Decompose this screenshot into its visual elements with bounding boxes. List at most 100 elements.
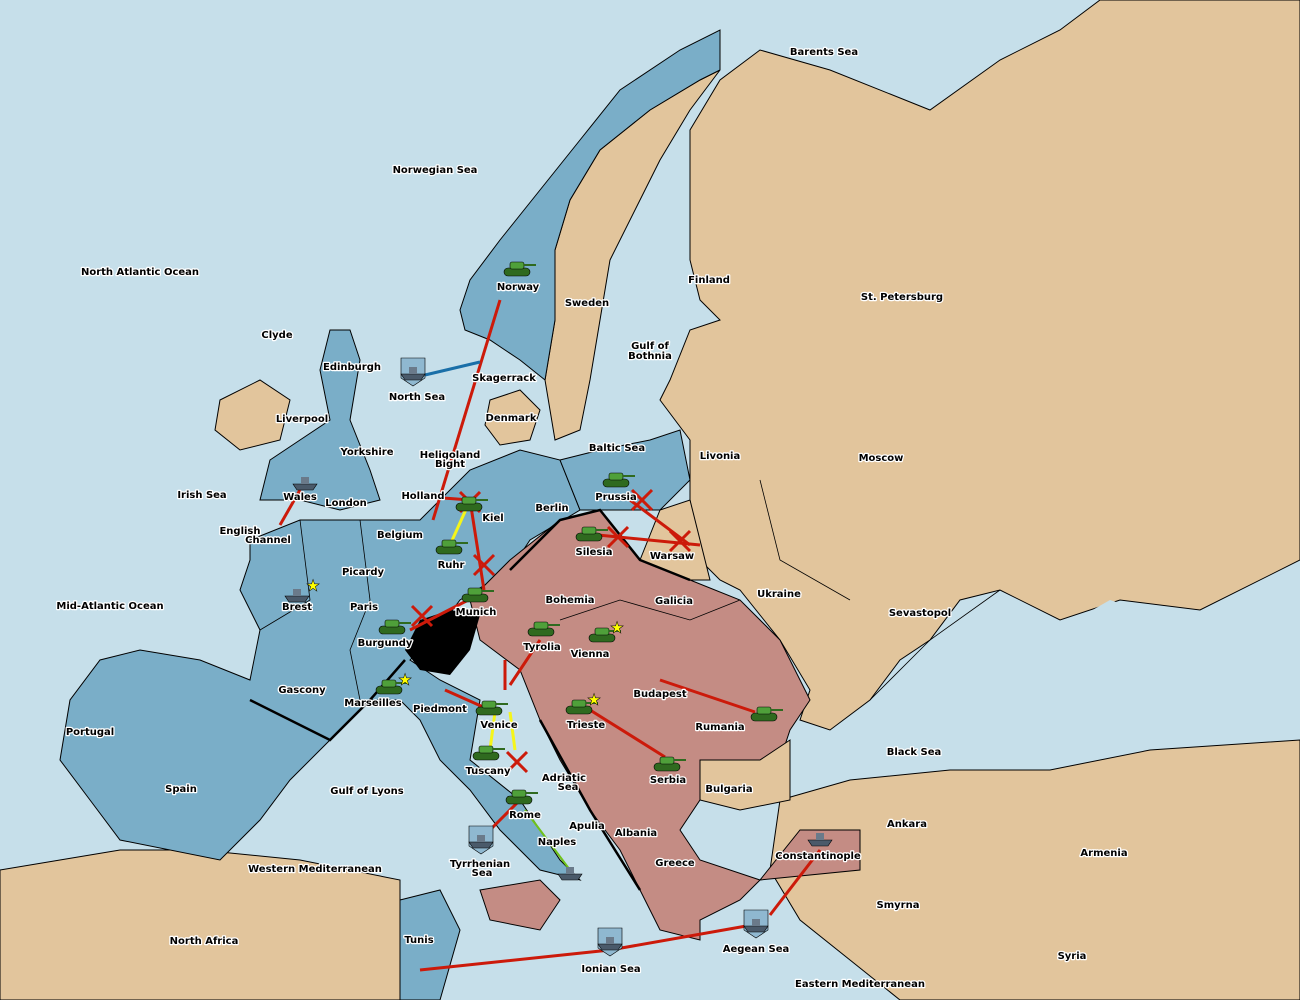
province-label[interactable]: Munich — [454, 606, 497, 620]
province-label[interactable]: Burgundy — [356, 637, 414, 651]
province-label[interactable]: Bight — [434, 458, 467, 472]
province-label[interactable]: Syria — [1056, 950, 1087, 964]
province-label[interactable]: Gulf of — [630, 340, 671, 354]
province-label[interactable]: Norway — [496, 281, 541, 295]
province-label[interactable]: Budapest — [632, 688, 688, 702]
province-label[interactable]: Sea — [470, 867, 493, 881]
province-label[interactable]: Tunis — [403, 934, 435, 948]
army-tank-icon[interactable] — [475, 700, 508, 716]
fleet-ship-icon[interactable] — [597, 927, 623, 957]
province-label[interactable]: Naples — [537, 836, 578, 850]
province-label[interactable]: Spain — [164, 783, 198, 797]
province-label[interactable]: Belgium — [376, 529, 424, 543]
province-label[interactable]: Constantinople — [774, 850, 862, 864]
province-label[interactable]: Wales — [282, 491, 318, 505]
province-label[interactable]: Apulia — [568, 820, 606, 834]
province-label[interactable]: Mid-Atlantic Ocean — [55, 600, 165, 614]
army-tank-icon[interactable] — [472, 745, 505, 761]
province-label[interactable]: Gulf of Lyons — [329, 785, 405, 799]
army-tank-icon[interactable] — [750, 706, 783, 722]
province-label[interactable]: Prussia — [594, 491, 638, 505]
province-label[interactable]: Warsaw — [649, 550, 696, 564]
province-label[interactable]: Vienna — [569, 648, 610, 662]
province-label[interactable]: North Atlantic Ocean — [80, 266, 201, 280]
army-tank-icon[interactable] — [602, 472, 635, 488]
province-label[interactable]: Heligoland — [419, 449, 482, 463]
fleet-ship-icon[interactable] — [743, 909, 769, 939]
province-label[interactable]: Edinburgh — [322, 361, 383, 375]
province-label[interactable]: Marseilles — [343, 697, 403, 711]
province-label[interactable]: Channel — [244, 534, 292, 548]
province-label[interactable]: Irish Sea — [176, 489, 228, 503]
province-label[interactable]: Piedmont — [412, 703, 469, 717]
province-label[interactable]: Sea — [556, 781, 579, 795]
province-label[interactable]: North Sea — [388, 391, 447, 405]
fleet-ship-icon[interactable] — [557, 867, 583, 881]
fleet-ship-icon[interactable] — [292, 477, 318, 491]
province-label[interactable]: Rome — [508, 809, 542, 823]
province-label[interactable]: Berlin — [534, 502, 570, 516]
province-label[interactable]: Galicia — [654, 595, 694, 609]
province-label[interactable]: Venice — [479, 719, 519, 733]
fleet-ship-icon[interactable] — [807, 833, 833, 847]
province-label[interactable]: Ankara — [886, 818, 928, 832]
province-label[interactable]: Trieste — [566, 719, 607, 733]
province-label[interactable]: English — [218, 525, 262, 539]
province-label[interactable]: Moscow — [857, 452, 904, 466]
province-label[interactable]: Liverpool — [275, 413, 330, 427]
province-label[interactable]: Paris — [349, 601, 380, 615]
province-label[interactable]: Sevastopol — [888, 607, 953, 621]
prussia[interactable] — [559, 429, 691, 511]
army-tank-icon[interactable] — [455, 496, 488, 512]
province-label[interactable]: Tyrrhenian — [449, 858, 512, 872]
fleet-ship-icon[interactable] — [284, 589, 310, 603]
army-tank-icon[interactable] — [503, 261, 536, 277]
province-label[interactable]: Bothnia — [627, 350, 673, 364]
province-label[interactable]: Silesia — [574, 546, 613, 560]
province-label[interactable]: Yorkshire — [338, 446, 395, 460]
army-tank-icon[interactable] — [527, 621, 560, 637]
fleet-ship-icon[interactable] — [400, 357, 426, 387]
province-label[interactable]: Serbia — [649, 774, 688, 788]
province-label[interactable]: Eastern Mediterranean — [794, 978, 926, 992]
army-tank-icon[interactable] — [653, 756, 686, 772]
army-tank-icon[interactable] — [375, 679, 408, 695]
army-tank-icon[interactable] — [435, 539, 468, 555]
denmark[interactable] — [484, 389, 541, 446]
army-tank-icon[interactable] — [461, 587, 494, 603]
army-tank-icon[interactable] — [565, 699, 598, 715]
province-label[interactable]: Clyde — [260, 329, 294, 343]
province-label[interactable]: Ruhr — [436, 559, 465, 573]
tunis[interactable] — [399, 889, 461, 1000]
province-label[interactable]: Sweden — [564, 297, 611, 311]
province-label[interactable]: Finland — [687, 274, 731, 288]
province-label[interactable]: North Africa — [168, 935, 239, 949]
province-label[interactable]: Adriatic — [541, 772, 588, 786]
province-label[interactable]: Bohemia — [544, 594, 596, 608]
army-tank-icon[interactable] — [505, 789, 538, 805]
ireland[interactable] — [214, 379, 291, 451]
army-tank-icon[interactable] — [378, 619, 411, 635]
province-label[interactable]: Gascony — [277, 684, 327, 698]
province-label[interactable]: London — [324, 497, 368, 511]
province-label[interactable]: Portugal — [65, 726, 116, 740]
province-label[interactable]: Smyrna — [875, 899, 920, 913]
province-label[interactable]: Norwegian Sea — [391, 164, 478, 178]
province-label[interactable]: Tyrolia — [522, 641, 562, 655]
province-label[interactable]: Skagerrack — [471, 372, 538, 386]
north-africa[interactable] — [0, 849, 401, 1000]
province-label[interactable]: Rumania — [694, 721, 746, 735]
province-label[interactable]: Ukraine — [756, 588, 802, 602]
province-label[interactable]: Aegean Sea — [721, 943, 790, 957]
army-tank-icon[interactable] — [575, 526, 608, 542]
army-tank-icon[interactable] — [588, 627, 621, 643]
norway[interactable] — [459, 29, 721, 381]
britain[interactable] — [259, 329, 381, 511]
bulgaria[interactable] — [699, 739, 791, 811]
province-label[interactable]: Tuscany — [464, 765, 512, 779]
province-label[interactable]: Brest — [281, 601, 314, 615]
province-label[interactable]: St. Petersburg — [860, 291, 945, 305]
province-label[interactable]: Barents Sea — [789, 46, 860, 60]
province-label[interactable]: Holland — [400, 490, 446, 504]
province-label[interactable]: Albania — [614, 827, 659, 841]
